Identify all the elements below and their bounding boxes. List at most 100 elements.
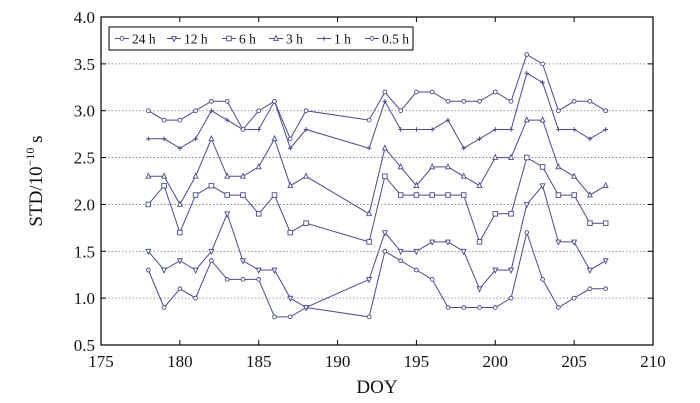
legend-label: 6 h: [239, 32, 256, 47]
data-point: [161, 136, 167, 142]
data-point: [477, 136, 482, 142]
data-point: [586, 267, 593, 274]
data-point: [587, 286, 593, 292]
data-point: [145, 248, 152, 256]
legend-marker: [226, 35, 232, 42]
data-point: [176, 258, 183, 265]
data-point: [445, 305, 451, 310]
data-point: [208, 248, 215, 256]
data-point: [540, 277, 545, 282]
data-point: [161, 172, 168, 179]
data-point: [397, 248, 404, 256]
data-point: [476, 239, 483, 245]
data-point: [381, 144, 388, 151]
data-point: [192, 172, 199, 179]
data-point: [272, 314, 277, 320]
legend-marker: [369, 36, 375, 41]
data-point: [177, 286, 183, 292]
legend-label: 3 h: [286, 32, 303, 47]
data-point: [429, 277, 435, 282]
data-point: [539, 164, 546, 170]
y-axis-label-unit: s: [26, 135, 47, 147]
legend-label: 1 h: [334, 32, 351, 47]
data-point: [271, 267, 278, 274]
data-point: [381, 230, 388, 237]
data-point: [571, 192, 577, 198]
y-tick-label: 3.0: [74, 102, 95, 121]
series-line: [147, 230, 606, 318]
y-axis-label: STD/10−10 s: [23, 135, 47, 226]
data-point: [460, 172, 467, 179]
data-point: [540, 61, 545, 67]
data-point: [256, 277, 262, 282]
data-point: [366, 277, 373, 284]
data-point: [224, 172, 231, 179]
data-point: [398, 127, 403, 132]
legend-marker: [119, 36, 125, 41]
data-point: [603, 286, 609, 292]
data-point: [287, 181, 294, 189]
data-point: [177, 145, 183, 151]
data-point: [413, 181, 420, 189]
plot-frame: [100, 16, 654, 346]
data-point: [193, 295, 198, 301]
data-point: [146, 136, 151, 142]
data-point: [208, 182, 215, 189]
y-tick-label: 3.5: [74, 55, 95, 74]
data-point: [587, 98, 593, 104]
data-point: [523, 116, 530, 123]
data-point: [461, 145, 467, 151]
legend-marker: [272, 34, 280, 41]
data-point: [272, 98, 277, 104]
data-point: [366, 239, 372, 245]
data-point: [524, 70, 530, 76]
data-point: [445, 117, 451, 123]
data-point: [287, 136, 293, 142]
x-tick-label: 200: [483, 352, 509, 371]
y-tick-label: 2.5: [74, 149, 95, 168]
data-point: [271, 192, 278, 198]
data-point: [255, 211, 262, 217]
data-point: [413, 248, 420, 256]
data-point: [193, 136, 198, 142]
data-point: [602, 220, 609, 226]
data-point: [239, 172, 246, 179]
data-point: [524, 230, 530, 235]
data-point: [587, 136, 593, 142]
series-line: [148, 119, 606, 215]
data-point: [602, 258, 609, 265]
data-point: [239, 258, 246, 265]
series-line: [147, 156, 606, 244]
data-point: [414, 89, 419, 95]
data-point: [224, 211, 231, 218]
data-point: [571, 127, 577, 132]
data-point: [508, 127, 514, 132]
data-point: [224, 192, 230, 198]
data-point: [477, 98, 482, 104]
data-point: [523, 202, 530, 209]
y-tick-label: 4.0: [74, 8, 95, 27]
data-point: [586, 191, 593, 198]
data-point: [382, 99, 388, 104]
data-point: [161, 117, 167, 123]
data-point: [192, 267, 199, 274]
data-point: [177, 117, 183, 123]
data-point: [177, 229, 183, 236]
x-tick-label: 205: [561, 352, 587, 371]
data-point: [571, 239, 578, 246]
x-tick-label: 180: [167, 352, 193, 371]
series-line: [147, 184, 606, 309]
data-point: [224, 117, 230, 123]
data-point: [492, 267, 499, 274]
data-point: [460, 248, 467, 256]
data-point: [193, 108, 198, 114]
legend-label: 0.5 h: [382, 32, 409, 47]
data-point: [287, 145, 293, 151]
data-point: [603, 108, 609, 114]
series-group: [145, 52, 609, 142]
data-point: [271, 134, 278, 142]
axis-ticks: 175 180 185 190 195 200 205 210 0.5 1.0 1.5 2.0 2.5 3…: [74, 8, 666, 371]
data-point: [476, 286, 483, 293]
data-point: [445, 98, 451, 104]
data-point: [556, 127, 561, 132]
